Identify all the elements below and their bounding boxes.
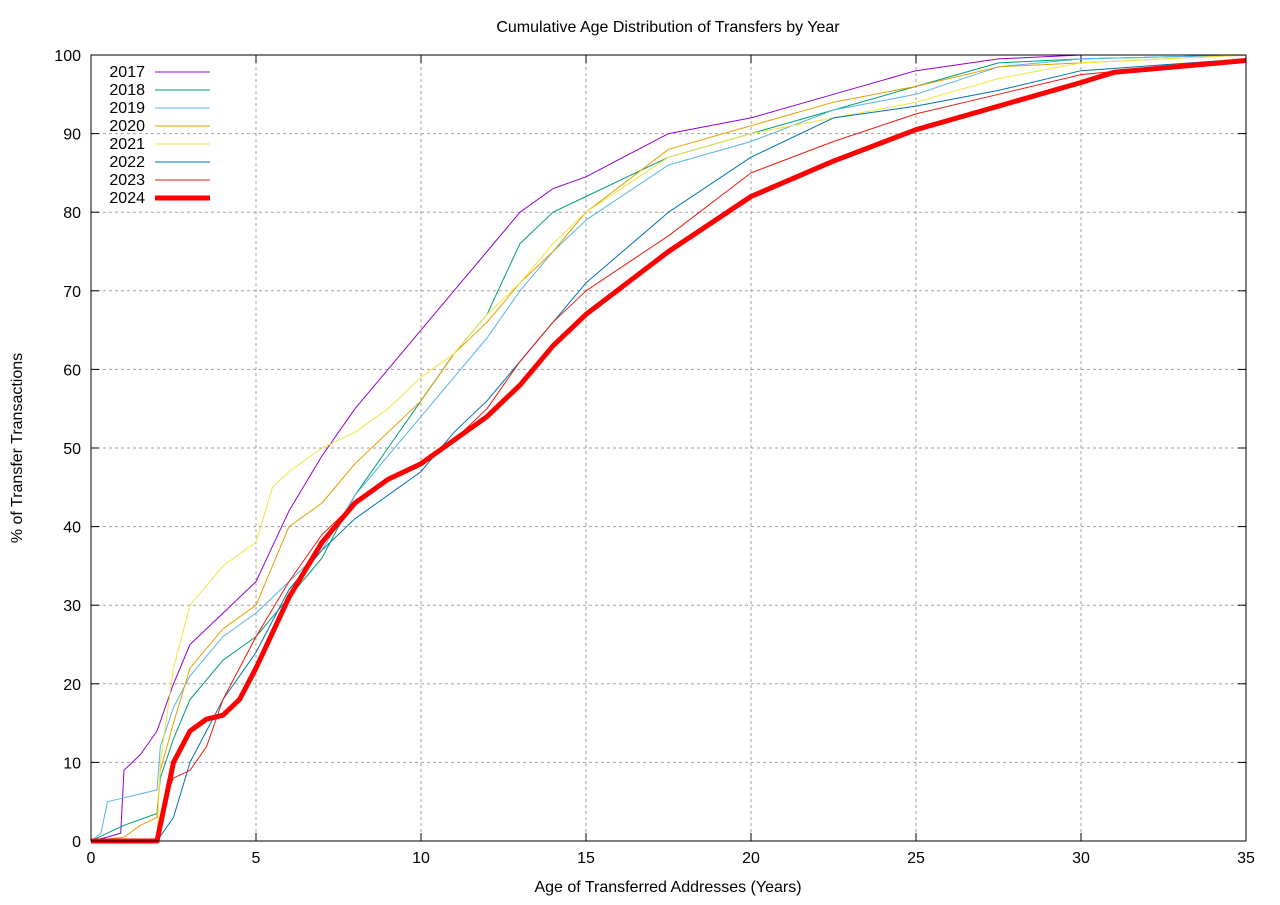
plot-frame bbox=[90, 54, 1247, 842]
legend-label-2021: 2021 bbox=[109, 136, 145, 153]
y-tick-label: 30 bbox=[63, 598, 81, 615]
x-tick-label: 5 bbox=[252, 850, 261, 867]
y-tick-label: 10 bbox=[63, 755, 81, 772]
x-tick-label: 30 bbox=[1072, 850, 1090, 867]
series-line-2022 bbox=[91, 58, 1247, 842]
y-tick-label: 90 bbox=[63, 127, 81, 144]
x-tick-label: 35 bbox=[1237, 850, 1255, 867]
series-line-2023 bbox=[91, 58, 1247, 842]
series-lines bbox=[90, 54, 1247, 844]
series-line-2017 bbox=[90, 54, 1246, 842]
y-tick-label: 20 bbox=[63, 677, 81, 694]
legend-label-2019: 2019 bbox=[109, 100, 145, 117]
legend-label-2017: 2017 bbox=[109, 64, 145, 81]
chart-title: Cumulative Age Distribution of Transfers… bbox=[496, 19, 840, 36]
y-tick-label: 0 bbox=[72, 834, 81, 851]
x-tick-label: 0 bbox=[87, 850, 96, 867]
legend-label-2020: 2020 bbox=[109, 118, 145, 135]
x-tick-label: 10 bbox=[412, 850, 430, 867]
series-line-2018 bbox=[90, 54, 1247, 842]
x-tick-label: 15 bbox=[577, 850, 595, 867]
y-tick-label: 100 bbox=[54, 48, 81, 65]
legend-label-2024: 2024 bbox=[109, 190, 145, 207]
y-tick-label: 70 bbox=[63, 284, 81, 301]
x-tick-label: 20 bbox=[742, 850, 760, 867]
y-tick-label: 60 bbox=[63, 362, 81, 379]
y-axis-label: % of Transfer Transactions bbox=[9, 353, 26, 543]
grid bbox=[91, 55, 1246, 841]
series-line-2024 bbox=[91, 58, 1247, 844]
series-line-2020 bbox=[90, 54, 1247, 842]
legend-label-2018: 2018 bbox=[109, 82, 145, 99]
series-line-2019 bbox=[90, 54, 1247, 842]
x-tick-label: 25 bbox=[907, 850, 925, 867]
ticks: 0 5 10 15 20 25 30 35 0 10 20 30 40 50 60 70 80 90 100 bbox=[54, 48, 1255, 867]
y-tick-label: 80 bbox=[63, 205, 81, 222]
y-tick-label: 40 bbox=[63, 520, 81, 537]
legend-label-2022: 2022 bbox=[109, 154, 145, 171]
x-axis-label: Age of Transferred Addresses (Years) bbox=[534, 879, 801, 896]
y-tick-label: 50 bbox=[63, 441, 81, 458]
legend-label-2023: 2023 bbox=[109, 172, 145, 189]
